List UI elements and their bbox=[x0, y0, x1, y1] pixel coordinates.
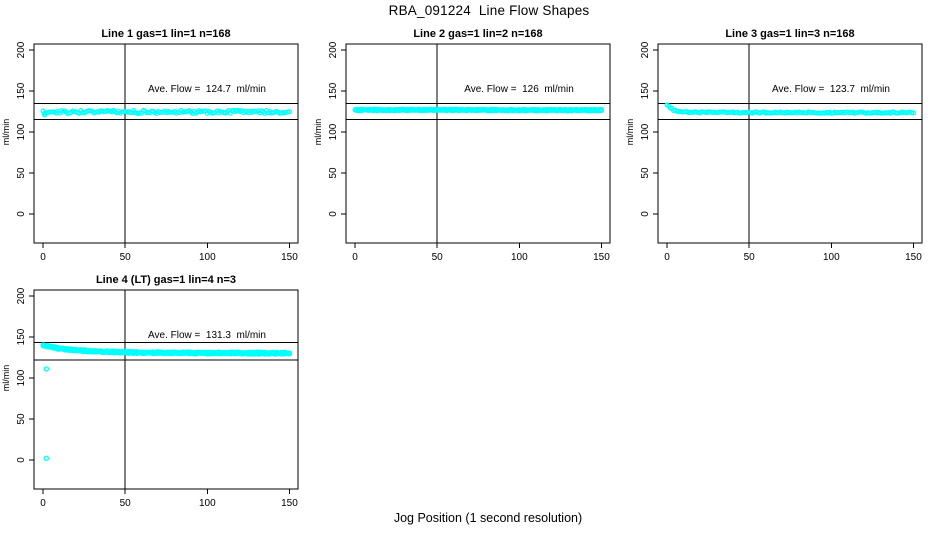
svg-text:50: 50 bbox=[640, 167, 651, 179]
svg-text:ml/min: ml/min bbox=[1, 365, 11, 392]
svg-text:100: 100 bbox=[511, 252, 528, 263]
svg-text:ml/min: ml/min bbox=[1, 119, 11, 146]
panel-line-3-plot: 0 50 100 150 0 50 100 150 200 ml/min bbox=[625, 41, 923, 263]
svg-text:100: 100 bbox=[16, 369, 27, 386]
svg-text:50: 50 bbox=[120, 498, 132, 509]
svg-text:150: 150 bbox=[640, 82, 651, 99]
panel-line-3-title: Line 3 gas=1 lin=3 n=168 bbox=[725, 28, 855, 40]
svg-text:150: 150 bbox=[281, 252, 298, 263]
svg-text:0: 0 bbox=[16, 211, 27, 217]
svg-text:0: 0 bbox=[640, 211, 651, 217]
panel-line-1-plot: 0 50 100 150 0 50 100 150 200 ml/min bbox=[1, 41, 299, 263]
svg-text:200: 200 bbox=[16, 287, 27, 304]
svg-text:150: 150 bbox=[328, 82, 339, 99]
panel-line-1-ave-flow-label: Ave. Flow = 124.7 ml/min bbox=[148, 84, 266, 95]
x-axis-title: Jog Position (1 second resolution) bbox=[393, 511, 583, 525]
svg-text:100: 100 bbox=[823, 252, 840, 263]
svg-text:ml/min: ml/min bbox=[313, 119, 323, 146]
panel-line-3: 0 50 100 150 0 50 100 150 200 ml/min Line 3 gas=1… bbox=[624, 22, 936, 268]
svg-text:200: 200 bbox=[16, 41, 27, 58]
svg-text:50: 50 bbox=[16, 413, 27, 425]
svg-text:0: 0 bbox=[40, 498, 46, 509]
svg-text:100: 100 bbox=[199, 498, 216, 509]
svg-text:150: 150 bbox=[16, 82, 27, 99]
panel-line-4-title: Line 4 (LT) gas=1 lin=4 n=3 bbox=[95, 274, 237, 286]
svg-text:150: 150 bbox=[905, 252, 922, 263]
svg-text:50: 50 bbox=[328, 167, 339, 179]
panel-line-2-title: Line 2 gas=1 lin=2 n=168 bbox=[413, 28, 543, 40]
panel-line-4-ave-flow-label: Ave. Flow = 131.3 ml/min bbox=[148, 330, 266, 341]
svg-text:50: 50 bbox=[16, 167, 27, 179]
svg-text:200: 200 bbox=[640, 41, 651, 58]
svg-text:150: 150 bbox=[281, 498, 298, 509]
svg-text:50: 50 bbox=[432, 252, 444, 263]
panel-line-4-plot: 0 50 100 150 0 50 100 150 200 ml/min bbox=[1, 287, 299, 509]
panel-line-1-title: Line 1 gas=1 lin=1 n=168 bbox=[101, 28, 231, 40]
svg-text:0: 0 bbox=[664, 252, 670, 263]
panel-line-2: 0 50 100 150 0 50 100 150 200 ml/min Line 2 gas=1… bbox=[312, 22, 624, 268]
svg-text:ml/min: ml/min bbox=[625, 119, 635, 146]
svg-text:150: 150 bbox=[16, 328, 27, 345]
svg-text:50: 50 bbox=[744, 252, 756, 263]
svg-text:200: 200 bbox=[328, 41, 339, 58]
panel-line-4: 0 50 100 150 0 50 100 150 200 ml/min Line 4 (LT) … bbox=[0, 268, 312, 514]
svg-text:50: 50 bbox=[120, 252, 132, 263]
svg-text:0: 0 bbox=[16, 457, 27, 463]
panel-line-2-plot: 0 50 100 150 0 50 100 150 200 ml/min bbox=[313, 41, 611, 263]
svg-text:0: 0 bbox=[328, 211, 339, 217]
panel-line-1: 0 50 100 150 0 50 100 150 200 ml/min Line 1 gas=1… bbox=[0, 22, 312, 268]
svg-text:100: 100 bbox=[328, 123, 339, 140]
svg-text:0: 0 bbox=[40, 252, 46, 263]
svg-text:100: 100 bbox=[16, 123, 27, 140]
panel-line-3-ave-flow-label: Ave. Flow = 123.7 ml/min bbox=[772, 84, 890, 95]
panel-line-2-ave-flow-label: Ave. Flow = 126 ml/min bbox=[464, 84, 574, 95]
svg-text:100: 100 bbox=[640, 123, 651, 140]
svg-text:0: 0 bbox=[352, 252, 358, 263]
figure-title: RBA_091224 Line Flow Shapes bbox=[388, 3, 590, 18]
svg-text:150: 150 bbox=[593, 252, 610, 263]
svg-text:100: 100 bbox=[199, 252, 216, 263]
